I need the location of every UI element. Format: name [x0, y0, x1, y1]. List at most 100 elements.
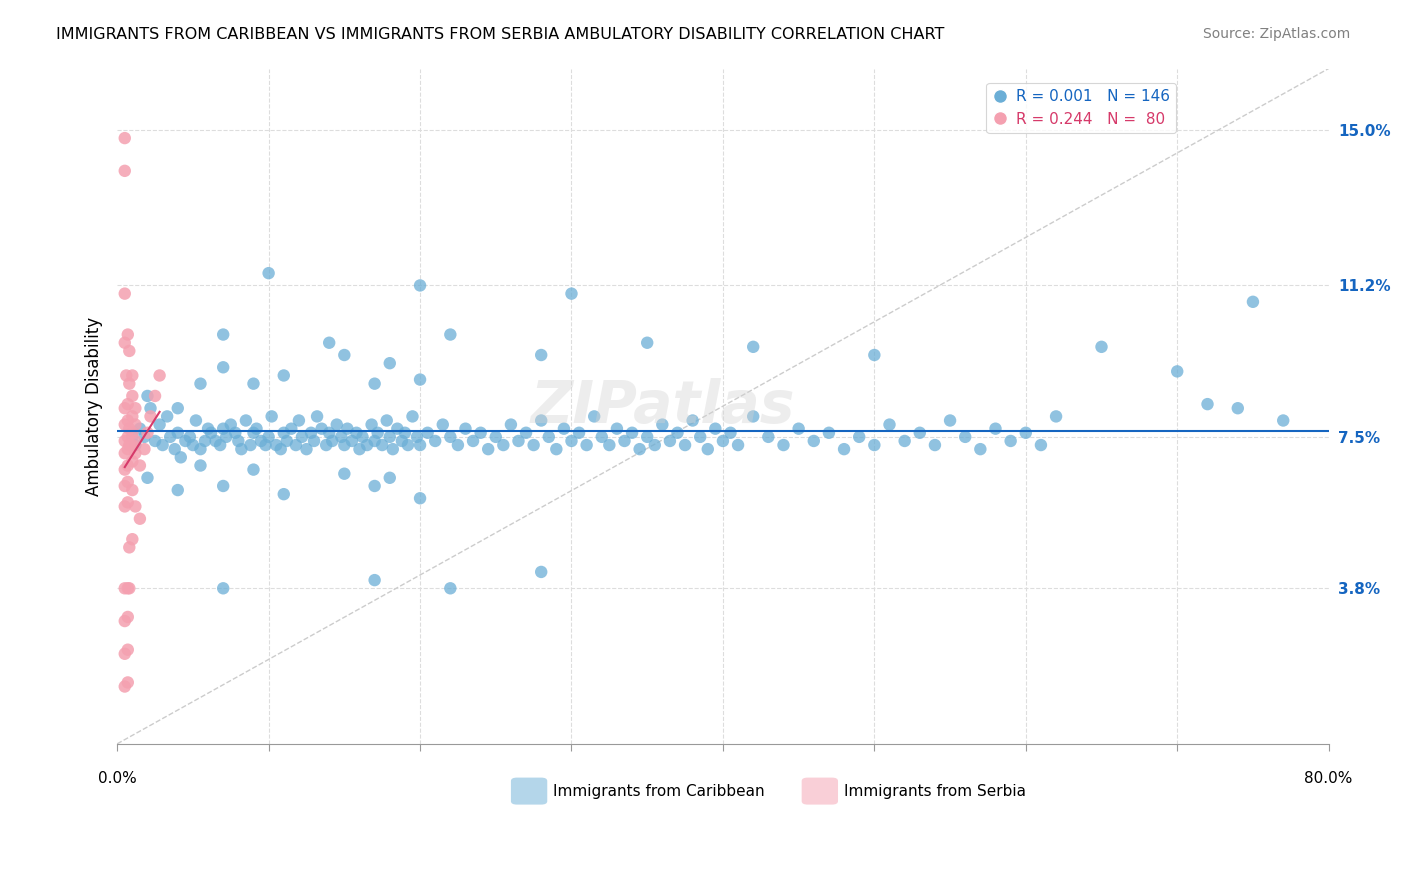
- Point: [666, 425, 689, 440]
- Point: [363, 479, 385, 493]
- Point: [204, 434, 226, 448]
- Point: [124, 401, 146, 416]
- Point: [212, 360, 235, 375]
- Point: [257, 430, 280, 444]
- Point: [682, 413, 704, 427]
- Point: [114, 446, 136, 460]
- Point: [200, 425, 222, 440]
- Point: [114, 614, 136, 628]
- Point: [117, 430, 139, 444]
- Point: [349, 442, 371, 457]
- Point: [984, 422, 1007, 436]
- Point: [114, 462, 136, 476]
- Point: [231, 442, 253, 457]
- Point: [396, 438, 419, 452]
- Point: [124, 446, 146, 460]
- Point: [273, 368, 295, 383]
- Point: [583, 409, 606, 424]
- Point: [212, 582, 235, 596]
- Point: [568, 425, 591, 440]
- Point: [124, 500, 146, 514]
- Point: [636, 430, 658, 444]
- Point: [121, 430, 143, 444]
- Point: [156, 409, 179, 424]
- Point: [387, 422, 409, 436]
- Point: [1241, 294, 1264, 309]
- Point: [129, 458, 152, 473]
- Point: [228, 434, 250, 448]
- Text: 80.0%: 80.0%: [1305, 771, 1353, 786]
- Point: [190, 376, 212, 391]
- Point: [651, 417, 673, 432]
- Point: [394, 425, 416, 440]
- Point: [1029, 438, 1052, 452]
- Point: [242, 376, 264, 391]
- Point: [689, 430, 711, 444]
- Point: [1226, 401, 1249, 416]
- Point: [523, 438, 546, 452]
- Point: [391, 434, 413, 448]
- Point: [302, 434, 325, 448]
- Point: [1015, 425, 1038, 440]
- Point: [378, 356, 401, 370]
- Point: [727, 438, 749, 452]
- Point: [485, 430, 508, 444]
- Point: [673, 438, 696, 452]
- Point: [124, 438, 146, 452]
- Point: [114, 286, 136, 301]
- Text: Source: ZipAtlas.com: Source: ZipAtlas.com: [1202, 27, 1350, 41]
- Point: [318, 335, 340, 350]
- Point: [530, 565, 553, 579]
- Point: [260, 409, 283, 424]
- Point: [336, 422, 359, 436]
- Point: [129, 422, 152, 436]
- Point: [114, 582, 136, 596]
- Point: [284, 438, 307, 452]
- Point: [163, 442, 186, 457]
- Point: [118, 422, 141, 436]
- Point: [363, 376, 385, 391]
- Point: [591, 430, 613, 444]
- Point: [197, 422, 219, 436]
- Point: [288, 413, 311, 427]
- Point: [254, 438, 277, 452]
- Point: [969, 442, 991, 457]
- Point: [159, 430, 181, 444]
- Point: [184, 413, 207, 427]
- Point: [250, 434, 273, 448]
- Point: [121, 368, 143, 383]
- Point: [330, 430, 353, 444]
- Point: [492, 438, 515, 452]
- Point: [939, 413, 962, 427]
- Point: [273, 425, 295, 440]
- Point: [190, 458, 212, 473]
- Point: [190, 442, 212, 457]
- Point: [346, 425, 368, 440]
- Point: [121, 532, 143, 546]
- Point: [114, 647, 136, 661]
- Point: [136, 471, 159, 485]
- Point: [117, 327, 139, 342]
- Point: [720, 425, 742, 440]
- Point: [118, 343, 141, 358]
- Point: [454, 422, 477, 436]
- Point: [340, 434, 363, 448]
- Point: [117, 610, 139, 624]
- Point: [311, 422, 333, 436]
- Point: [242, 462, 264, 476]
- Point: [121, 438, 143, 452]
- Point: [598, 438, 620, 452]
- Point: [553, 422, 575, 436]
- Point: [425, 434, 447, 448]
- Point: [953, 430, 976, 444]
- Point: [179, 430, 201, 444]
- Point: [381, 442, 404, 457]
- Point: [628, 442, 651, 457]
- Point: [118, 438, 141, 452]
- Point: [508, 434, 530, 448]
- Point: [118, 582, 141, 596]
- Point: [291, 430, 314, 444]
- Point: [742, 409, 765, 424]
- Point: [170, 450, 193, 465]
- Point: [117, 642, 139, 657]
